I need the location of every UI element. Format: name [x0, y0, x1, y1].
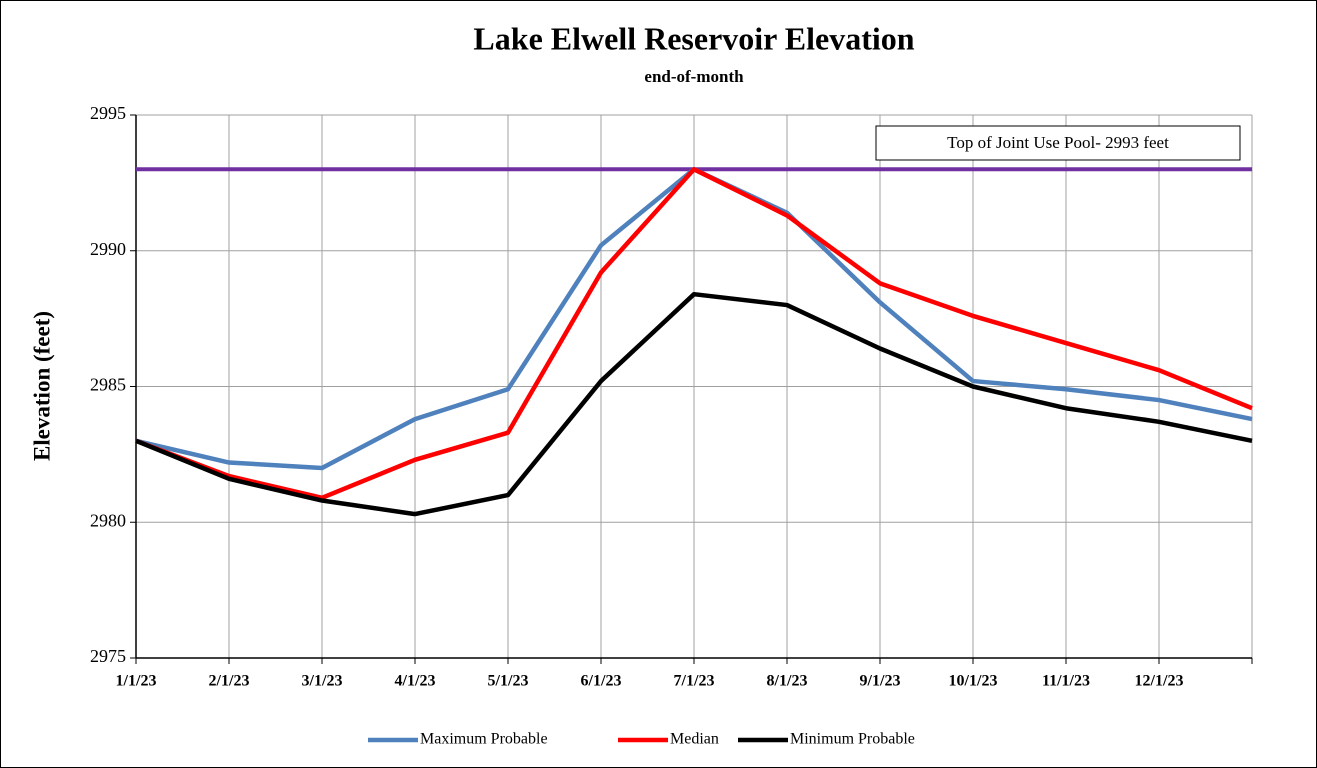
chart-subtitle: end-of-month: [644, 67, 744, 86]
y-tick-label: 2990: [90, 239, 126, 259]
x-tick-label: 5/1/23: [488, 673, 529, 690]
annotation-box: [875, 125, 1241, 161]
x-tick-label: 12/1/23: [1135, 673, 1184, 690]
legend-label: Maximum Probable: [420, 731, 548, 748]
x-tick-label: 9/1/23: [860, 673, 901, 690]
y-tick-label: 2975: [90, 646, 126, 666]
annotation: Top of Joint Use Pool- 2993 feet: [947, 133, 1169, 152]
x-tick-label: 4/1/23: [395, 673, 436, 690]
x-tick-label: 8/1/23: [767, 673, 808, 690]
x-tick-label: 2/1/23: [209, 673, 250, 690]
x-tick-label: 1/1/23: [116, 673, 157, 690]
legend-label: Minimum Probable: [790, 731, 915, 748]
series-line: [135, 167, 1253, 501]
y-tick-label: 2980: [90, 510, 126, 530]
chart-title: Lake Elwell Reservoir Elevation: [473, 20, 914, 56]
x-tick-label: 7/1/23: [674, 673, 715, 690]
x-tick-label: 10/1/23: [949, 673, 998, 690]
legend-label: Median: [670, 731, 719, 748]
y-tick-label: 2995: [90, 103, 126, 123]
x-tick-label: 3/1/23: [302, 673, 343, 690]
y-tick-label: 2985: [90, 375, 126, 395]
y-axis-label: Elevation (feet): [29, 311, 54, 461]
x-tick-label: 6/1/23: [581, 673, 622, 690]
x-tick-label: 11/1/23: [1042, 673, 1090, 690]
series-line: [135, 291, 1253, 517]
